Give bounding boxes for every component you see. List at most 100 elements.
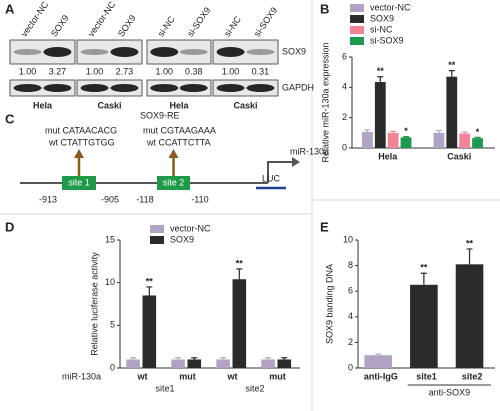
x-tick-label: site1 [416, 371, 437, 381]
legend-label: vector-NC [170, 223, 211, 233]
bar [171, 359, 185, 368]
bar [362, 132, 373, 148]
lane-label: SOX9 [116, 13, 138, 38]
gene-label: miR-130a [290, 146, 329, 156]
error-bar [130, 357, 137, 360]
cell-label: Hela [169, 100, 189, 110]
site-start: -913 [39, 194, 57, 204]
lane-label: vector-NC [19, 0, 51, 39]
lane-label: vector-NC [86, 0, 118, 39]
y-tick-label: 15 [105, 234, 115, 244]
blot-frame [212, 79, 279, 97]
x-tick-label: anti-IgG [364, 371, 398, 381]
site-label: site 2 [163, 177, 185, 187]
y-tick-label: 0 [348, 362, 353, 372]
site-end: -110 [191, 194, 208, 204]
y-tick-label: 4 [342, 82, 347, 92]
bar [261, 359, 275, 368]
bar [400, 137, 412, 148]
error-bar [220, 357, 227, 360]
blot-frame [146, 79, 212, 97]
error-bar [236, 268, 243, 280]
error-bar [466, 248, 473, 265]
bar [126, 359, 140, 368]
x-tick-label: Hela [378, 151, 398, 161]
quantification: 2.73 [116, 66, 134, 76]
lane-label: si-SOX9 [185, 5, 212, 38]
legend-swatch [350, 37, 364, 45]
bar [472, 138, 483, 148]
legend-swatch [350, 15, 364, 23]
quantification: 1.00 [86, 66, 104, 76]
mut-sequence: mut CGTAAGAAA [143, 125, 216, 135]
diagram-title: SOX9-RE [140, 110, 180, 120]
y-tick-label: 0 [110, 362, 115, 372]
bar [410, 284, 438, 368]
panel-label: C [5, 111, 15, 126]
site-arrowhead [168, 149, 179, 158]
legend-swatch [350, 26, 364, 34]
blot-band [150, 84, 179, 92]
blot-band [246, 84, 275, 92]
y-tick-label: 4 [348, 311, 353, 321]
error-bar [146, 286, 153, 296]
bar [187, 359, 202, 368]
bar [277, 359, 292, 368]
significance: * [404, 126, 408, 136]
blot-band [150, 47, 179, 57]
y-tick-label: 6 [342, 51, 347, 61]
blot-band [216, 84, 245, 92]
panel-label: B [320, 1, 329, 16]
category-title: miR-130a [62, 371, 101, 381]
significance: ** [146, 276, 154, 286]
blot-band [179, 49, 208, 55]
y-axis-title: Relative luciferase activity [89, 252, 99, 356]
y-tick-label: 2 [342, 112, 347, 122]
lane-label: si-SOX9 [252, 5, 279, 38]
site-end: -905 [101, 194, 119, 204]
blot-band [179, 84, 208, 92]
y-tick-label: 2 [348, 337, 353, 347]
quantification: 1.00 [222, 66, 240, 76]
error-bar [448, 70, 455, 77]
legend-label: vector-NC [370, 2, 411, 12]
error-bar [474, 136, 481, 139]
legend-swatch [150, 236, 164, 244]
bar [387, 132, 399, 148]
significance: ** [420, 263, 428, 273]
error-bar [265, 357, 272, 360]
bar [433, 132, 445, 148]
bracket-label: anti-SOX9 [429, 387, 471, 397]
blot-band [43, 47, 72, 57]
site-box [157, 176, 190, 190]
bar [216, 359, 230, 368]
x-tick-label: mut [179, 371, 196, 381]
legend-label: SOX9 [370, 13, 394, 23]
y-tick-label: 10 [105, 277, 115, 287]
blot-band [80, 84, 109, 92]
quantification: 1.00 [19, 66, 37, 76]
blot-band [13, 49, 42, 55]
panel-label: E [320, 219, 329, 234]
significance: * [476, 127, 480, 137]
site-box [62, 176, 96, 190]
bar [232, 279, 247, 368]
significance: ** [448, 60, 456, 70]
blot-frame [9, 79, 76, 97]
cell-label: Caski [97, 100, 121, 110]
site-label: site 1 [68, 177, 90, 187]
bar [455, 264, 484, 368]
tss-arrowhead [292, 157, 300, 167]
bar [374, 82, 386, 148]
y-tick-label: 5 [110, 320, 115, 330]
wt-sequence: wt CTATTGTGG [48, 137, 115, 147]
y-tick-label: 0 [342, 142, 347, 152]
group-label: site1 [155, 383, 174, 393]
blot-frame [76, 79, 143, 97]
bar [446, 76, 458, 148]
reporter-label: LUC [262, 173, 281, 183]
quantification: 0.31 [252, 66, 270, 76]
lane-label: si-NC [156, 14, 177, 39]
x-tick-label: wt [227, 371, 238, 381]
error-bar [377, 76, 384, 83]
